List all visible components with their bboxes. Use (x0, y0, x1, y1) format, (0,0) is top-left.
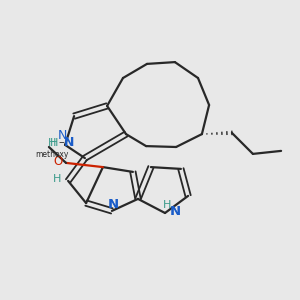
Text: H: H (50, 138, 58, 148)
Text: H: H (48, 137, 57, 148)
Text: N: N (64, 136, 74, 149)
Text: N: N (170, 205, 181, 218)
Text: H: H (52, 173, 61, 184)
Text: N: N (171, 205, 180, 218)
Text: H: H (163, 200, 172, 210)
Text: –: – (59, 137, 64, 148)
Text: methoxy: methoxy (35, 150, 69, 159)
Text: N: N (109, 198, 118, 211)
Text: N: N (108, 198, 119, 211)
Text: N: N (57, 129, 67, 142)
Text: O: O (53, 155, 62, 168)
